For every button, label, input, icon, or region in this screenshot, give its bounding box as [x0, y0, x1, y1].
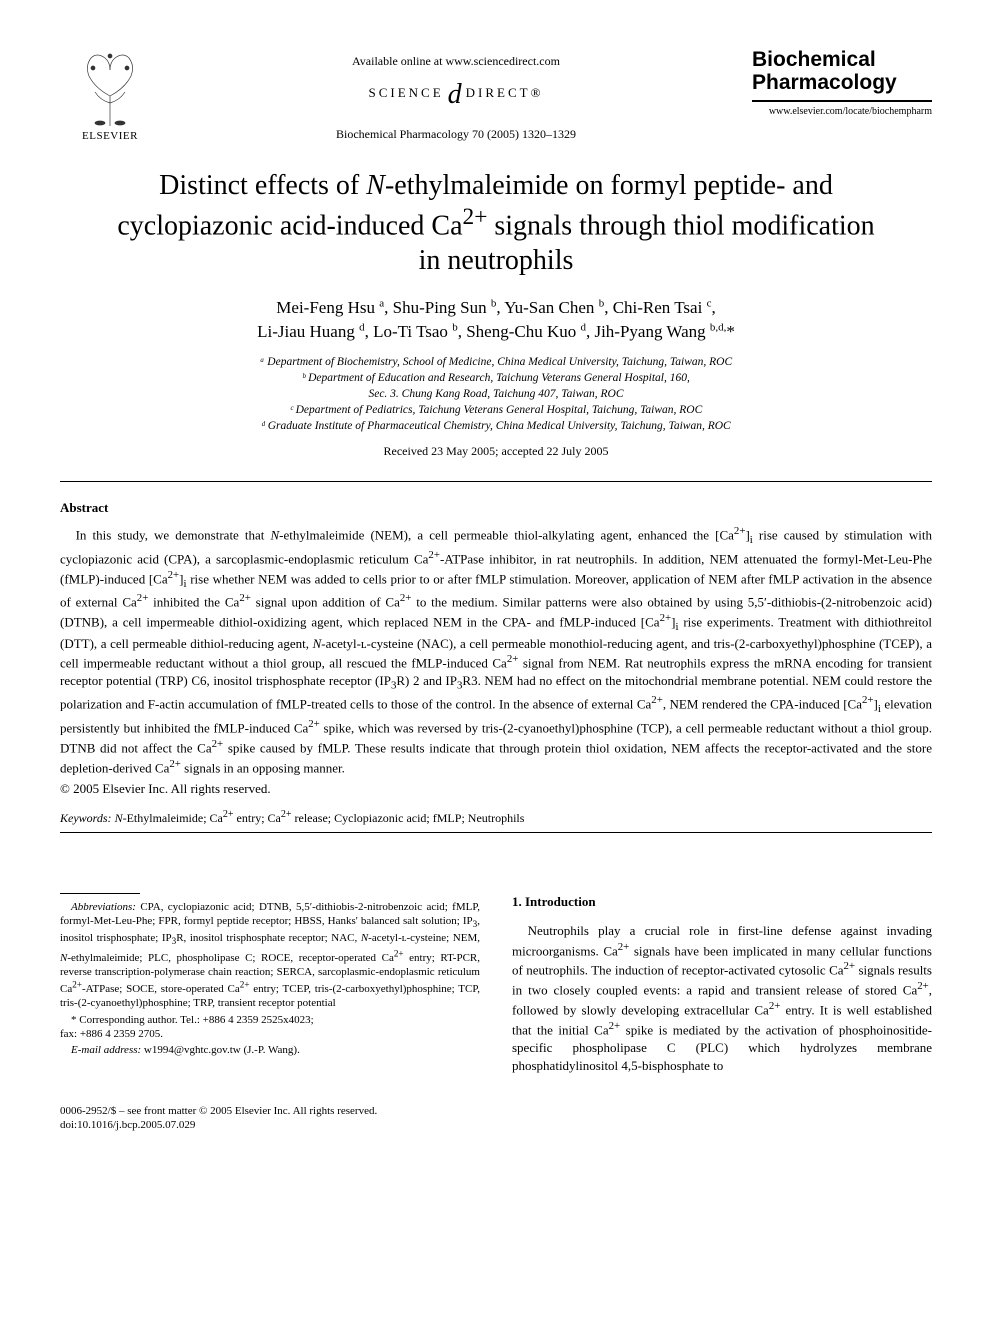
- page-footer: 0006-2952/$ – see front matter © 2005 El…: [60, 1104, 932, 1133]
- center-header: Available online at www.sciencedirect.co…: [160, 48, 752, 142]
- page-header: ELSEVIER Available online at www.science…: [60, 48, 932, 142]
- abstract-heading: Abstract: [60, 500, 932, 516]
- divider-rule: [60, 481, 932, 482]
- introduction-heading: 1. Introduction: [512, 893, 932, 911]
- affiliation-c: ᶜ Department of Pediatrics, Taichung Vet…: [290, 404, 703, 416]
- sd-symbol-icon: d: [448, 79, 462, 111]
- abstract-body: In this study, we demonstrate that N-eth…: [60, 524, 932, 776]
- publisher-logo-block: ELSEVIER: [60, 48, 160, 142]
- article-dates: Received 23 May 2005; accepted 22 July 2…: [60, 444, 932, 459]
- available-online-line: Available online at www.sciencedirect.co…: [160, 54, 752, 69]
- sd-text-right: DIRECT®: [466, 85, 544, 101]
- corresponding-author-footnote: * Corresponding author. Tel.: +886 4 235…: [60, 1013, 480, 1042]
- abbreviations-footnote: Abbreviations: CPA, cyclopiazonic acid; …: [60, 900, 480, 1011]
- left-column: Abbreviations: CPA, cyclopiazonic acid; …: [60, 893, 480, 1075]
- elsevier-tree-icon: [75, 48, 145, 128]
- keywords-label: Keywords:: [60, 811, 112, 825]
- introduction-body: Neutrophils play a crucial role in first…: [512, 922, 932, 1074]
- article-title: Distinct effects of N-ethylmaleimide on …: [116, 168, 876, 278]
- footnote-block: Abbreviations: CPA, cyclopiazonic acid; …: [60, 893, 480, 1058]
- email-label: E-mail address:: [71, 1044, 141, 1056]
- citation-line: Biochemical Pharmacology 70 (2005) 1320–…: [160, 127, 752, 142]
- right-column: 1. Introduction Neutrophils play a cruci…: [512, 893, 932, 1075]
- footer-line-1: 0006-2952/$ – see front matter © 2005 El…: [60, 1105, 377, 1117]
- email-text: w1994@vghtc.gov.tw (J.-P. Wang).: [141, 1044, 300, 1056]
- keywords-text: N-Ethylmaleimide; Ca2+ entry; Ca2+ relea…: [112, 811, 525, 825]
- journal-name-line2: Pharmacology: [752, 71, 897, 94]
- journal-block: Biochemical Pharmacology www.elsevier.co…: [752, 48, 932, 117]
- journal-name-line1: Biochemical: [752, 48, 876, 71]
- journal-url: www.elsevier.com/locate/biochempharm: [752, 106, 932, 117]
- keywords-line: Keywords: N-Ethylmaleimide; Ca2+ entry; …: [60, 809, 932, 826]
- affiliations: ᵃ Department of Biochemistry, School of …: [60, 354, 932, 434]
- affiliation-b-2: Sec. 3. Chung Kang Road, Taichung 407, T…: [368, 388, 623, 400]
- affiliation-a: ᵃ Department of Biochemistry, School of …: [260, 356, 732, 368]
- abstract-copyright: © 2005 Elsevier Inc. All rights reserved…: [60, 781, 932, 797]
- journal-name: Biochemical Pharmacology: [752, 48, 932, 102]
- abbrev-label: Abbreviations:: [71, 901, 136, 913]
- footer-line-2: doi:10.1016/j.bcp.2005.07.029: [60, 1119, 195, 1131]
- elsevier-label: ELSEVIER: [60, 130, 160, 142]
- divider-rule-2: [60, 832, 932, 833]
- sd-text-left: SCIENCE: [369, 85, 444, 101]
- affiliation-d: ᵈ Graduate Institute of Pharmaceutical C…: [261, 420, 730, 432]
- abbrev-text: CPA, cyclopiazonic acid; DTNB, 5,5′-dith…: [60, 901, 480, 1010]
- authors-list: Mei-Feng Hsu a, Shu-Ping Sun b, Yu-San C…: [60, 296, 932, 344]
- email-footnote: E-mail address: w1994@vghtc.gov.tw (J.-P…: [60, 1043, 480, 1057]
- footnote-rule: [60, 893, 140, 894]
- two-column-region: Abbreviations: CPA, cyclopiazonic acid; …: [60, 893, 932, 1075]
- sciencedirect-logo: SCIENCE d DIRECT®: [369, 77, 544, 109]
- affiliation-b-1: ᵇ Department of Education and Research, …: [302, 372, 690, 384]
